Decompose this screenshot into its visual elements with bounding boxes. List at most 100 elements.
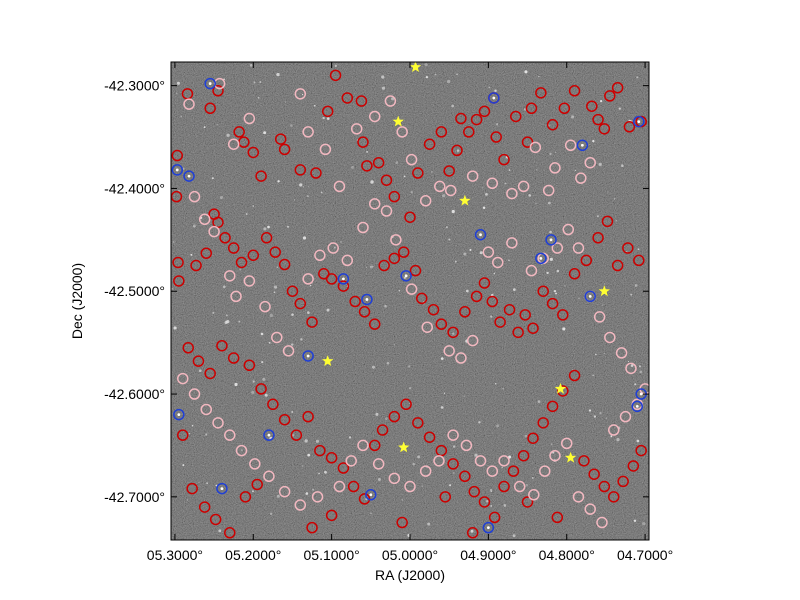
background-star	[451, 209, 455, 214]
catalog-ring-marker	[200, 247, 213, 259]
background-star	[503, 503, 507, 507]
background-star	[470, 529, 474, 533]
catalog-ring-marker	[290, 429, 303, 441]
background-star	[226, 133, 230, 137]
background-star	[326, 117, 330, 120]
background-star	[610, 435, 613, 438]
background-star	[234, 382, 238, 387]
background-star	[369, 512, 372, 515]
catalog-ring-marker	[580, 254, 593, 267]
catalog-ring-marker	[558, 102, 571, 115]
background-star	[369, 265, 373, 269]
background-star	[524, 70, 528, 74]
yellow-star-marker	[398, 441, 410, 453]
background-star	[454, 260, 457, 263]
catalog-ring-marker	[607, 491, 620, 503]
background-star	[318, 472, 320, 475]
catalog-ring-marker	[368, 110, 381, 123]
catalog-ring-marker	[368, 198, 381, 210]
catalog-ring-marker	[593, 311, 606, 323]
catalog-ring-marker	[278, 258, 291, 271]
catalog-ring-marker	[601, 215, 614, 228]
catalog-ring-marker	[341, 254, 354, 267]
catalog-ring-marker	[224, 527, 236, 539]
yellow-star-marker	[392, 115, 404, 127]
background-star	[636, 439, 640, 443]
background-star	[549, 257, 553, 261]
catalog-star-core	[341, 277, 345, 281]
background-star	[504, 182, 507, 185]
catalog-ring-marker	[474, 455, 487, 467]
image-panel	[170, 61, 650, 541]
catalog-ring-marker	[171, 164, 184, 176]
background-star	[216, 123, 218, 126]
background-star	[245, 212, 248, 215]
catalog-ring-marker	[209, 513, 222, 526]
background-star	[490, 504, 493, 507]
catalog-ring-marker	[551, 511, 564, 524]
catalog-ring-marker	[345, 455, 357, 467]
catalog-ring-marker	[435, 318, 448, 330]
catalog-ring-marker	[568, 369, 581, 382]
catalog-ring-marker	[302, 410, 314, 423]
background-star	[408, 365, 411, 368]
background-star	[386, 361, 390, 365]
catalog-ring-marker	[397, 246, 410, 258]
catalog-ring-marker	[384, 95, 397, 107]
catalog-ring-marker	[173, 408, 185, 421]
catalog-ring-marker	[617, 475, 629, 488]
catalog-ring-marker	[478, 277, 491, 289]
catalog-ring-marker	[325, 452, 338, 464]
background-star	[401, 499, 403, 501]
background-star	[375, 412, 379, 416]
catalog-ring-marker	[388, 252, 401, 265]
catalog-ring-marker	[314, 249, 326, 262]
yellow-star-marker	[554, 382, 567, 394]
catalog-ring-marker	[435, 444, 448, 457]
catalog-ring-marker	[192, 355, 205, 367]
catalog-ring-marker	[400, 398, 412, 411]
catalog-ring-marker	[321, 105, 334, 118]
catalog-star-core	[580, 143, 584, 147]
background-star	[322, 116, 325, 120]
catalog-ring-marker	[355, 95, 368, 107]
catalog-ring-marker	[546, 118, 559, 131]
background-star	[286, 225, 290, 228]
catalog-ring-marker	[549, 449, 561, 462]
catalog-ring-marker	[463, 126, 475, 138]
catalog-ring-marker	[604, 90, 616, 102]
catalog-ring-marker	[528, 489, 540, 501]
background-star	[508, 455, 512, 459]
y-tick-label: -42.7000°	[104, 489, 165, 505]
background-star	[260, 332, 264, 336]
catalog-ring-marker	[368, 318, 381, 330]
catalog-ring-marker	[212, 417, 224, 429]
catalog-ring-marker	[525, 102, 538, 115]
catalog-ring-marker	[435, 126, 448, 138]
background-star	[639, 370, 643, 374]
catalog-ring-marker	[368, 439, 381, 452]
catalog-ring-marker	[255, 383, 267, 395]
background-star	[340, 241, 342, 243]
background-star	[302, 236, 307, 240]
background-star	[490, 489, 492, 491]
catalog-ring-marker	[282, 345, 295, 357]
background-star	[596, 215, 599, 218]
catalog-ring-marker	[557, 309, 569, 321]
catalog-ring-marker	[325, 273, 338, 285]
background-star	[603, 352, 605, 354]
background-star	[403, 175, 406, 178]
catalog-ring-marker	[498, 480, 510, 493]
background-star	[465, 289, 469, 293]
catalog-ring-marker	[527, 432, 539, 444]
background-star	[493, 272, 496, 275]
background-star	[276, 72, 280, 77]
background-star	[525, 484, 528, 487]
background-star	[549, 230, 552, 234]
background-star	[222, 285, 226, 289]
background-star	[618, 107, 621, 110]
background-star	[536, 169, 538, 171]
catalog-ring-marker	[204, 367, 216, 380]
catalog-ring-marker	[466, 170, 479, 182]
background-star	[447, 79, 451, 84]
